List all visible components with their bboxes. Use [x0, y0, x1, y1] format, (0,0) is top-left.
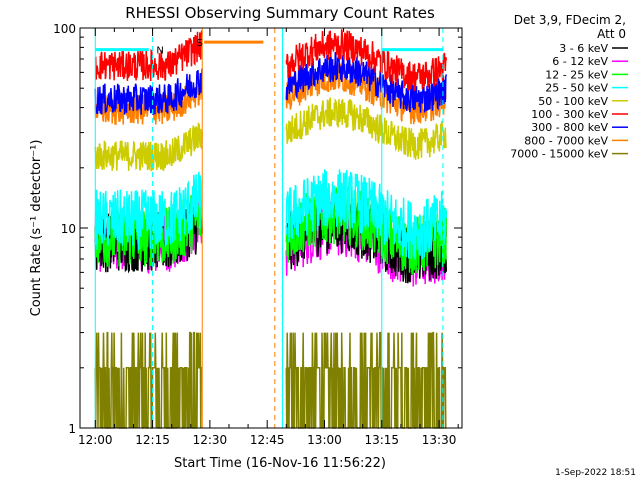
series-line-25-50keV — [94, 171, 203, 250]
plot-area: NS — [94, 28, 448, 429]
y-tick-label: 100 — [53, 22, 76, 36]
x-tick-label: 13:00 — [307, 433, 342, 447]
annotation-n: N — [156, 46, 163, 57]
y-axis-label: Count Rate (s⁻¹ detector⁻¹) — [29, 140, 44, 317]
legend-label: 100 - 300 keV — [531, 108, 608, 121]
y-tick-label: 1 — [68, 422, 76, 436]
series-line-100-300keV — [94, 30, 203, 82]
legend-header-line-1: Det 3,9, FDecim 2, — [514, 13, 626, 27]
y-tick-label: 10 — [61, 222, 76, 236]
legend-label: 12 - 25 keV — [545, 68, 608, 81]
x-tick-label: 12:15 — [135, 433, 170, 447]
legend-label: 800 - 7000 keV — [524, 134, 608, 147]
legend-label: 6 - 12 keV — [552, 55, 608, 68]
legend-label: 7000 - 15000 keV — [510, 148, 608, 161]
footer-timestamp: 1-Sep-2022 18:51 — [555, 468, 636, 478]
x-tick-label: 13:30 — [422, 433, 457, 447]
legend-label: 3 - 6 keV — [559, 42, 608, 55]
legend-label: 300 - 800 keV — [531, 121, 608, 134]
x-tick-label: 12:30 — [193, 433, 228, 447]
series-line-50-100keV — [285, 97, 448, 160]
annotation-s: S — [197, 38, 203, 49]
series-line-100-300keV — [285, 29, 448, 91]
chart-title: RHESSI Observing Summary Count Rates — [125, 4, 435, 22]
series-line-25-50keV — [285, 169, 448, 260]
series-line-7000-15000keV — [94, 331, 203, 429]
series-line-50-100keV — [94, 122, 203, 172]
legend-label: 25 - 50 keV — [545, 82, 608, 95]
x-tick-label: 13:15 — [364, 433, 399, 447]
x-axis-label: Start Time (16-Nov-16 11:56:22) — [174, 456, 386, 471]
axes: 1 10 100 12:00 12:15 12:30 12:45 13:00 13:15 13:3… — [53, 22, 463, 447]
x-tick-label: 12:00 — [78, 433, 113, 447]
legend-header-line-2: Att 0 — [597, 27, 626, 41]
x-tick-label: 12:45 — [250, 433, 285, 447]
series-line-7000-15000keV — [285, 331, 447, 429]
legend-label: 50 - 100 keV — [538, 95, 608, 108]
series-line-300-800keV — [94, 68, 203, 115]
